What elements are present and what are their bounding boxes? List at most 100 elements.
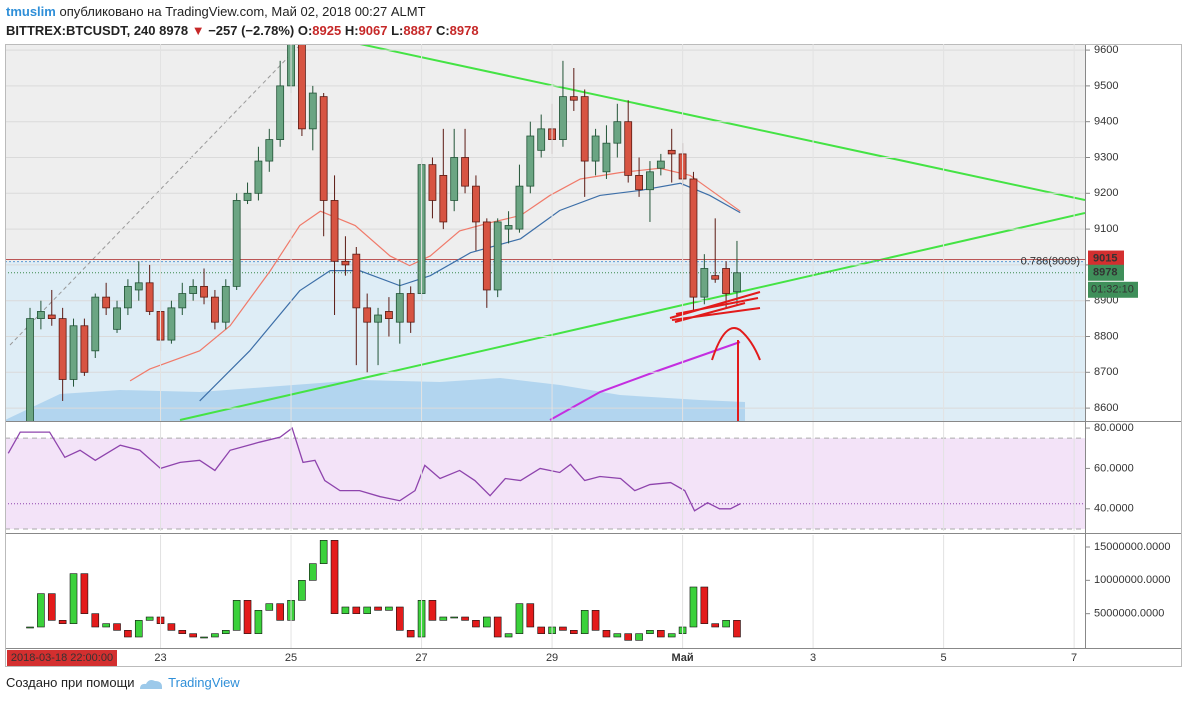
- candle-body: [504, 225, 513, 230]
- y-tick-label: 60.0000: [1094, 462, 1134, 474]
- volume-profile: [5, 378, 745, 421]
- volume-body: [298, 580, 306, 601]
- candle-body: [667, 149, 676, 155]
- volume-body: [624, 633, 633, 641]
- volume-body: [341, 606, 350, 614]
- volume-ma: [549, 341, 741, 421]
- volume-body: [722, 620, 730, 628]
- candle-body: [472, 185, 480, 223]
- candle-body: [178, 293, 187, 309]
- candle-body: [635, 174, 643, 191]
- y-tick-label: 9400: [1094, 116, 1118, 128]
- volume-body: [26, 626, 34, 629]
- volume-body: [461, 616, 469, 621]
- volume-body: [657, 630, 665, 638]
- candle-body: [689, 178, 698, 298]
- user[interactable]: tmuslim: [6, 4, 56, 19]
- candle-body: [646, 171, 654, 191]
- volume-body: [37, 593, 45, 628]
- symbol: BITTREX:BTCUSDT, 240: [6, 23, 156, 38]
- logo: [140, 679, 163, 689]
- volume-body: [352, 606, 361, 614]
- candle-body: [493, 221, 502, 291]
- candle-body: [537, 128, 546, 151]
- candle-body: [319, 96, 328, 201]
- published: опубликовано на TradingView.com, Май 02,…: [59, 4, 426, 19]
- volume-body: [580, 610, 589, 634]
- x-tick-label: 7: [1071, 652, 1077, 664]
- candle-body: [395, 293, 404, 323]
- volume-body: [265, 603, 274, 611]
- volume-body: [483, 616, 491, 628]
- y-tick-label: 9500: [1094, 80, 1118, 92]
- candle-body: [221, 285, 230, 323]
- last: 8978: [159, 23, 189, 38]
- x-tick-label: 3: [810, 652, 816, 664]
- candle-body: [26, 318, 34, 421]
- last-label: 8978: [1093, 267, 1117, 279]
- candle-body: [69, 325, 78, 380]
- volume-body: [406, 630, 415, 638]
- volume-body: [167, 623, 176, 631]
- open: 8925: [312, 23, 342, 38]
- moving-average: [199, 182, 741, 402]
- y-tick-label: 80.0000: [1094, 422, 1134, 434]
- volume-body: [319, 540, 328, 564]
- volume-body: [80, 573, 89, 614]
- alert-label: 9015: [1093, 252, 1117, 264]
- brand[interactable]: TradingView: [168, 675, 240, 690]
- countdown-box: [1088, 281, 1138, 298]
- volume-body: [635, 633, 643, 641]
- volume-body: [602, 630, 611, 638]
- volume-body: [537, 626, 545, 634]
- header: tmuslim опубликовано на TradingView.com,…: [6, 2, 479, 40]
- volume-body: [102, 623, 110, 628]
- candle-body: [656, 160, 665, 169]
- rsi-band: [5, 438, 1085, 529]
- candle-body: [80, 325, 89, 373]
- candle-body: [254, 160, 263, 194]
- candle-body: [722, 268, 730, 294]
- volume-body: [559, 626, 567, 631]
- l-label: L:: [391, 23, 404, 38]
- candle-body: [308, 92, 317, 130]
- x-tick-label: Май: [671, 652, 693, 664]
- rsi-pane: [5, 426, 1085, 530]
- o-label: O:: [297, 23, 313, 38]
- volume-body: [472, 620, 480, 628]
- header-line: BITTREX:BTCUSDT, 240 8978 ▼ −257 (−2.78%…: [6, 21, 479, 40]
- h-label: H:: [344, 23, 359, 38]
- header-line: tmuslim опубликовано на TradingView.com,…: [6, 2, 479, 21]
- y-tick-label: 15000000.0000: [1094, 541, 1170, 553]
- high: 9067: [358, 23, 388, 38]
- volume-body: [91, 613, 100, 628]
- volume-body: [733, 620, 741, 638]
- volume-body: [374, 606, 382, 611]
- zone-upper: [5, 44, 1085, 262]
- volume-body: [428, 600, 437, 621]
- cursor-box: [7, 650, 117, 666]
- candle-body: [47, 314, 56, 320]
- volume-body: [689, 586, 698, 628]
- volume-body: [124, 630, 132, 638]
- candle-body: [526, 135, 535, 187]
- volume-body: [646, 630, 654, 634]
- volume-body: [700, 586, 709, 624]
- volume-body: [493, 616, 502, 638]
- candle-body: [58, 318, 67, 380]
- candle-body: [330, 200, 339, 262]
- footer: Создано при помощи TradingView: [6, 675, 240, 691]
- rsi-line: [7, 426, 741, 512]
- volume-body: [232, 600, 241, 631]
- volume-body: [396, 606, 404, 631]
- y-tick-label: 8700: [1094, 366, 1118, 378]
- volume-body: [47, 593, 56, 621]
- close: 8978: [449, 23, 479, 38]
- candle-body: [113, 307, 121, 330]
- volume-body: [145, 616, 154, 621]
- y-tick-label: 5000000.0000: [1094, 608, 1164, 620]
- arrow: ▼: [191, 23, 205, 38]
- volume-body: [613, 633, 622, 638]
- volume-body: [667, 633, 676, 638]
